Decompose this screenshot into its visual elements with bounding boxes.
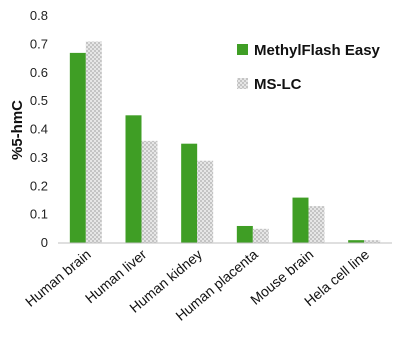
- bar-methylflash: [181, 143, 198, 243]
- y-tick-label: 0.3: [30, 150, 48, 165]
- legend-label-methylflash: MethylFlash Easy: [254, 42, 381, 59]
- y-tick-label: 0.7: [30, 36, 48, 51]
- bar-ms-lc: [85, 41, 102, 243]
- bars: [69, 41, 381, 244]
- legend-swatch-ms-lc: [237, 78, 248, 89]
- y-tick-label: 0.1: [30, 207, 48, 222]
- legend: MethylFlash Easy MS-LC: [237, 42, 381, 93]
- bar-methylflash: [125, 115, 142, 243]
- y-axis-title: %5-hmC: [9, 100, 26, 160]
- y-tick-label: 0.2: [30, 178, 48, 193]
- y-tick-label: 0.6: [30, 65, 48, 80]
- bar-methylflash: [69, 52, 86, 244]
- y-tick-label: 0.8: [30, 8, 48, 23]
- bar-ms-lc: [308, 206, 325, 243]
- bar-ms-lc: [141, 140, 158, 243]
- x-category-label: Human brain: [22, 246, 94, 310]
- bar-methylflash: [348, 240, 365, 243]
- y-tick-label: 0.4: [30, 122, 48, 137]
- y-axis-ticks: 0 0.1 0.2 0.3 0.4 0.5 0.6 0.7 0.8: [30, 8, 48, 250]
- y-tick-label: 0: [41, 235, 48, 250]
- y-tick-label: 0.5: [30, 93, 48, 108]
- bar-ms-lc: [197, 160, 214, 243]
- bar-methylflash: [292, 197, 309, 243]
- bar-ms-lc: [364, 240, 381, 243]
- legend-swatch-methylflash: [237, 44, 248, 55]
- bar-methylflash: [236, 225, 253, 243]
- legend-label-ms-lc: MS-LC: [254, 76, 302, 93]
- bar-ms-lc: [252, 228, 269, 243]
